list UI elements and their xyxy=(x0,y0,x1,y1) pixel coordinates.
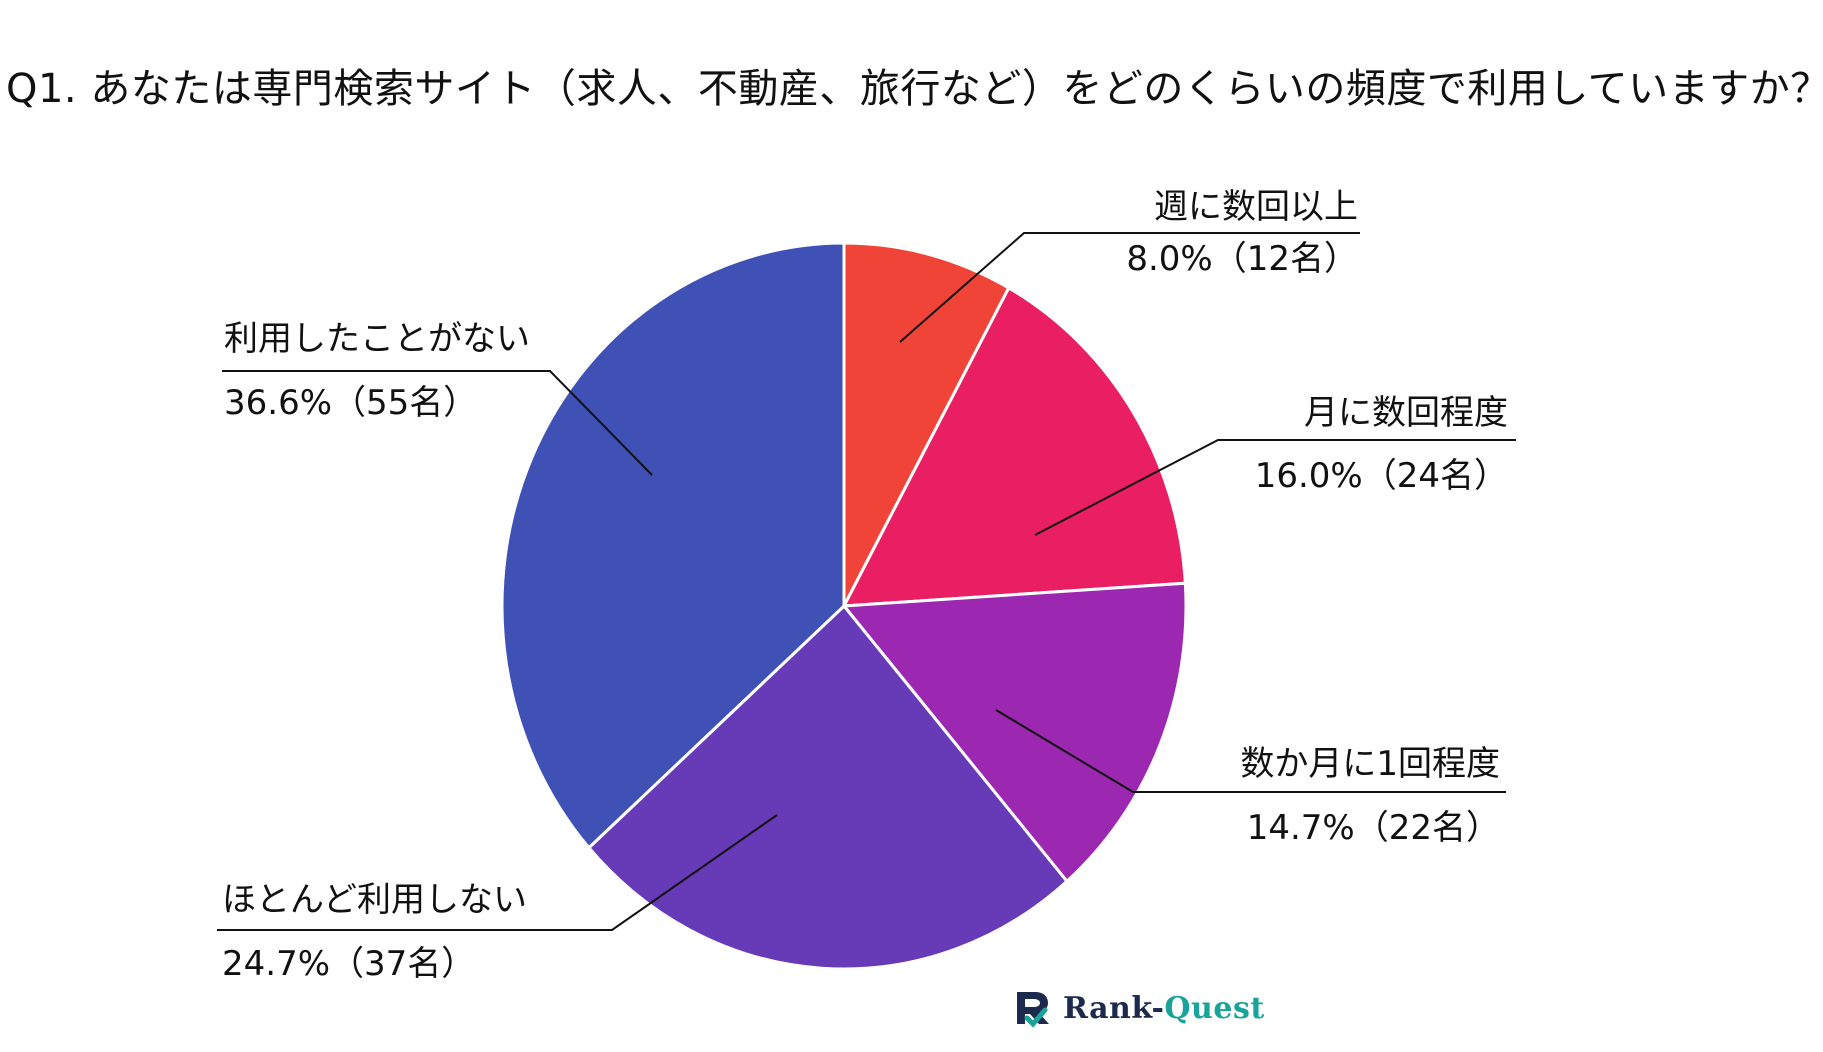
leader-line xyxy=(899,232,1360,343)
leader-line xyxy=(217,814,778,931)
pie-slice xyxy=(842,241,1011,607)
slice-value-label: 24.7%（37名） xyxy=(222,944,475,984)
pie-slices xyxy=(500,241,1188,971)
logo-text-quest: Quest xyxy=(1164,990,1265,1026)
slice-labels: 週に数回以上 8.0%（12名） 月に数回程度 16.0%（24名） 数か月に1回程度 1… xyxy=(217,187,1516,984)
slice-label: 週に数回以上 xyxy=(1154,187,1358,227)
chart-title: Q1. あなたは専門検索サイト（求人、不動産、旅行など）をどのくらいの頻度で利用… xyxy=(6,66,1823,112)
logo-text-rank: Rank- xyxy=(1063,990,1165,1026)
rank-quest-logo-icon xyxy=(1017,992,1049,1028)
pie-slice xyxy=(841,581,1188,884)
slice-value-label: 14.7%（22名） xyxy=(1247,808,1500,848)
pie-slice xyxy=(586,603,1069,971)
slice-label: ほとんど利用しない xyxy=(222,880,527,920)
leader-line xyxy=(1034,439,1516,536)
slice-label: 利用したことがない xyxy=(224,319,530,359)
slice-value-label: 8.0%（12名） xyxy=(1126,239,1358,279)
pie-slice xyxy=(500,241,846,850)
slice-value-label: 16.0%（24名） xyxy=(1255,456,1508,496)
slice-label: 数か月に1回程度 xyxy=(1240,744,1500,784)
brand-logo: Rank-Quest xyxy=(1013,988,1265,1028)
logo-text: Rank-Quest xyxy=(1063,991,1265,1026)
slice-value-label: 36.6%（55名） xyxy=(224,383,477,423)
slice-label: 月に数回程度 xyxy=(1304,393,1508,433)
leader-line xyxy=(222,370,653,476)
pie-slice xyxy=(841,285,1187,608)
leader-line xyxy=(995,709,1506,793)
